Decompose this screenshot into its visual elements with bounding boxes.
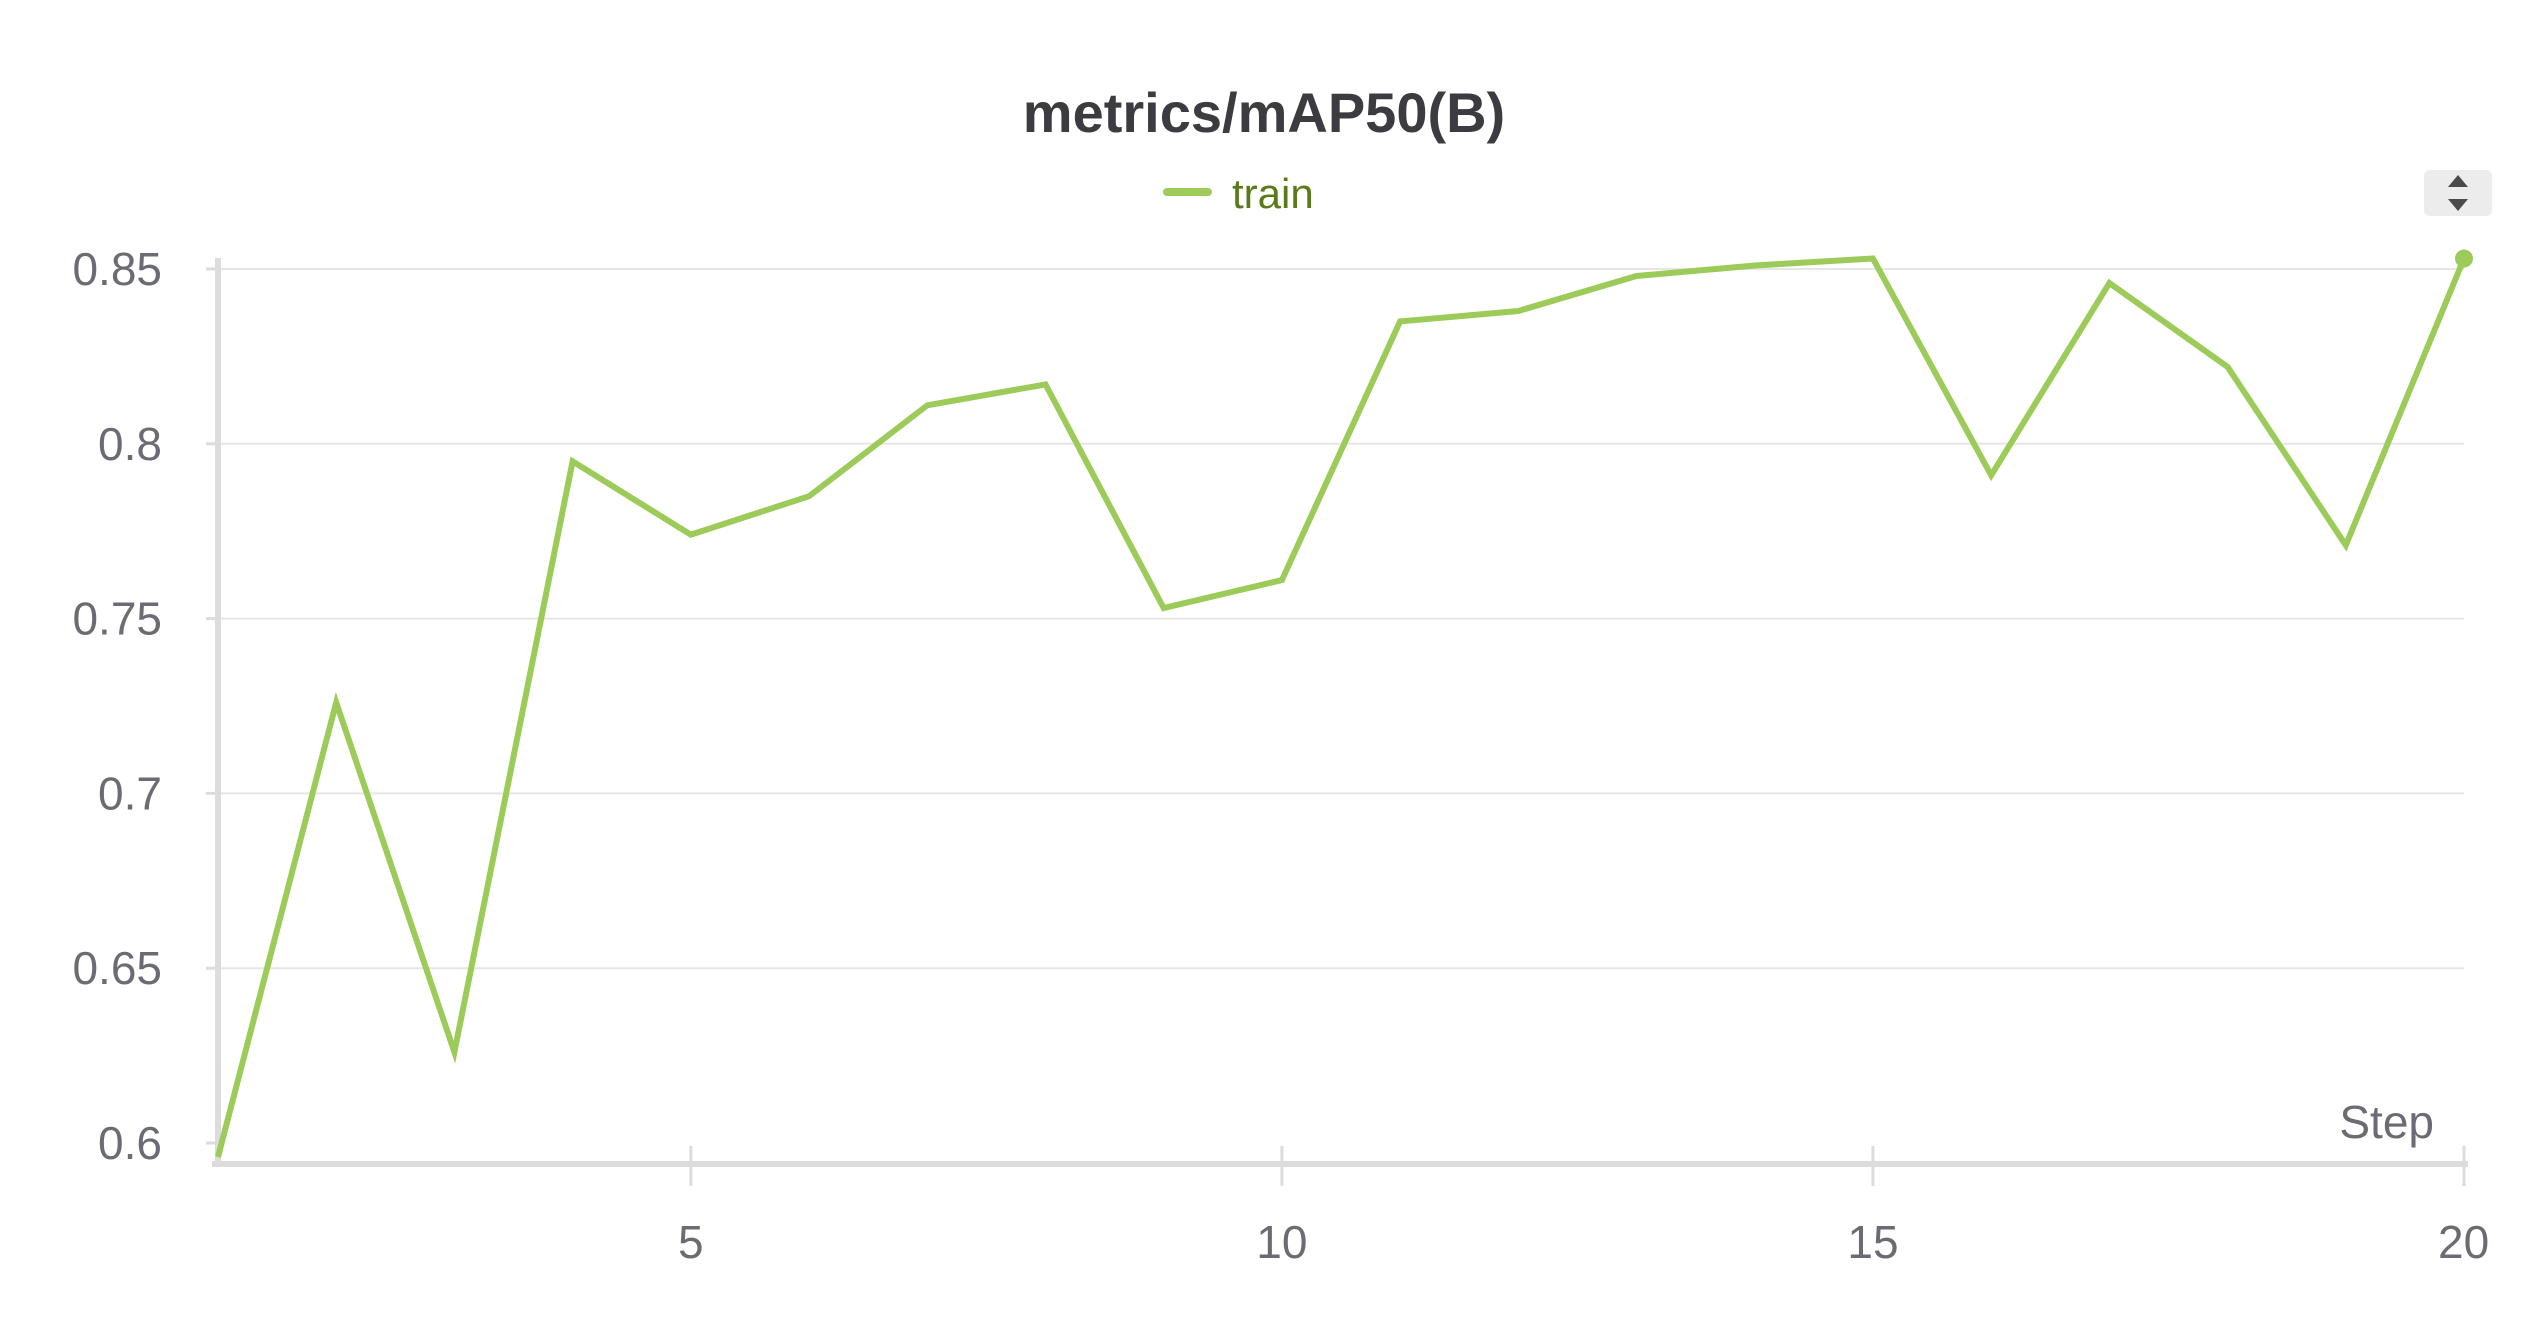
legend: train [1163,170,1314,217]
series-layer [215,249,2473,1158]
legend-label-train: train [1232,170,1314,217]
y-tick-label: 0.75 [72,593,162,645]
y-axis: 0.6 0.65 0.7 0.75 0.8 0.85 [72,243,221,1169]
updown-arrows-icon [2448,175,2468,211]
data-point[interactable] [2455,249,2473,268]
y-tick-label: 0.7 [98,767,162,819]
x-axis-label: Step [2339,1096,2434,1148]
y-tick-label: 0.6 [98,1117,162,1169]
y-tick-label: 0.85 [72,243,162,295]
legend-scroll-button[interactable] [2424,170,2492,216]
chart-title: metrics/mAP50(B) [1023,81,1505,144]
x-axis: 5 10 15 20 [212,1146,2489,1268]
series-line-train [215,255,2467,1158]
x-tick-label: 20 [2438,1216,2489,1268]
x-tick-label: 10 [1256,1216,1307,1268]
x-tick-label: 5 [678,1216,704,1268]
y-tick-label: 0.8 [98,418,162,470]
legend-scroll-control[interactable] [2424,170,2492,216]
x-tick-label: 15 [1847,1216,1898,1268]
y-tick-label: 0.65 [72,942,162,994]
grid-lines [218,268,2464,970]
